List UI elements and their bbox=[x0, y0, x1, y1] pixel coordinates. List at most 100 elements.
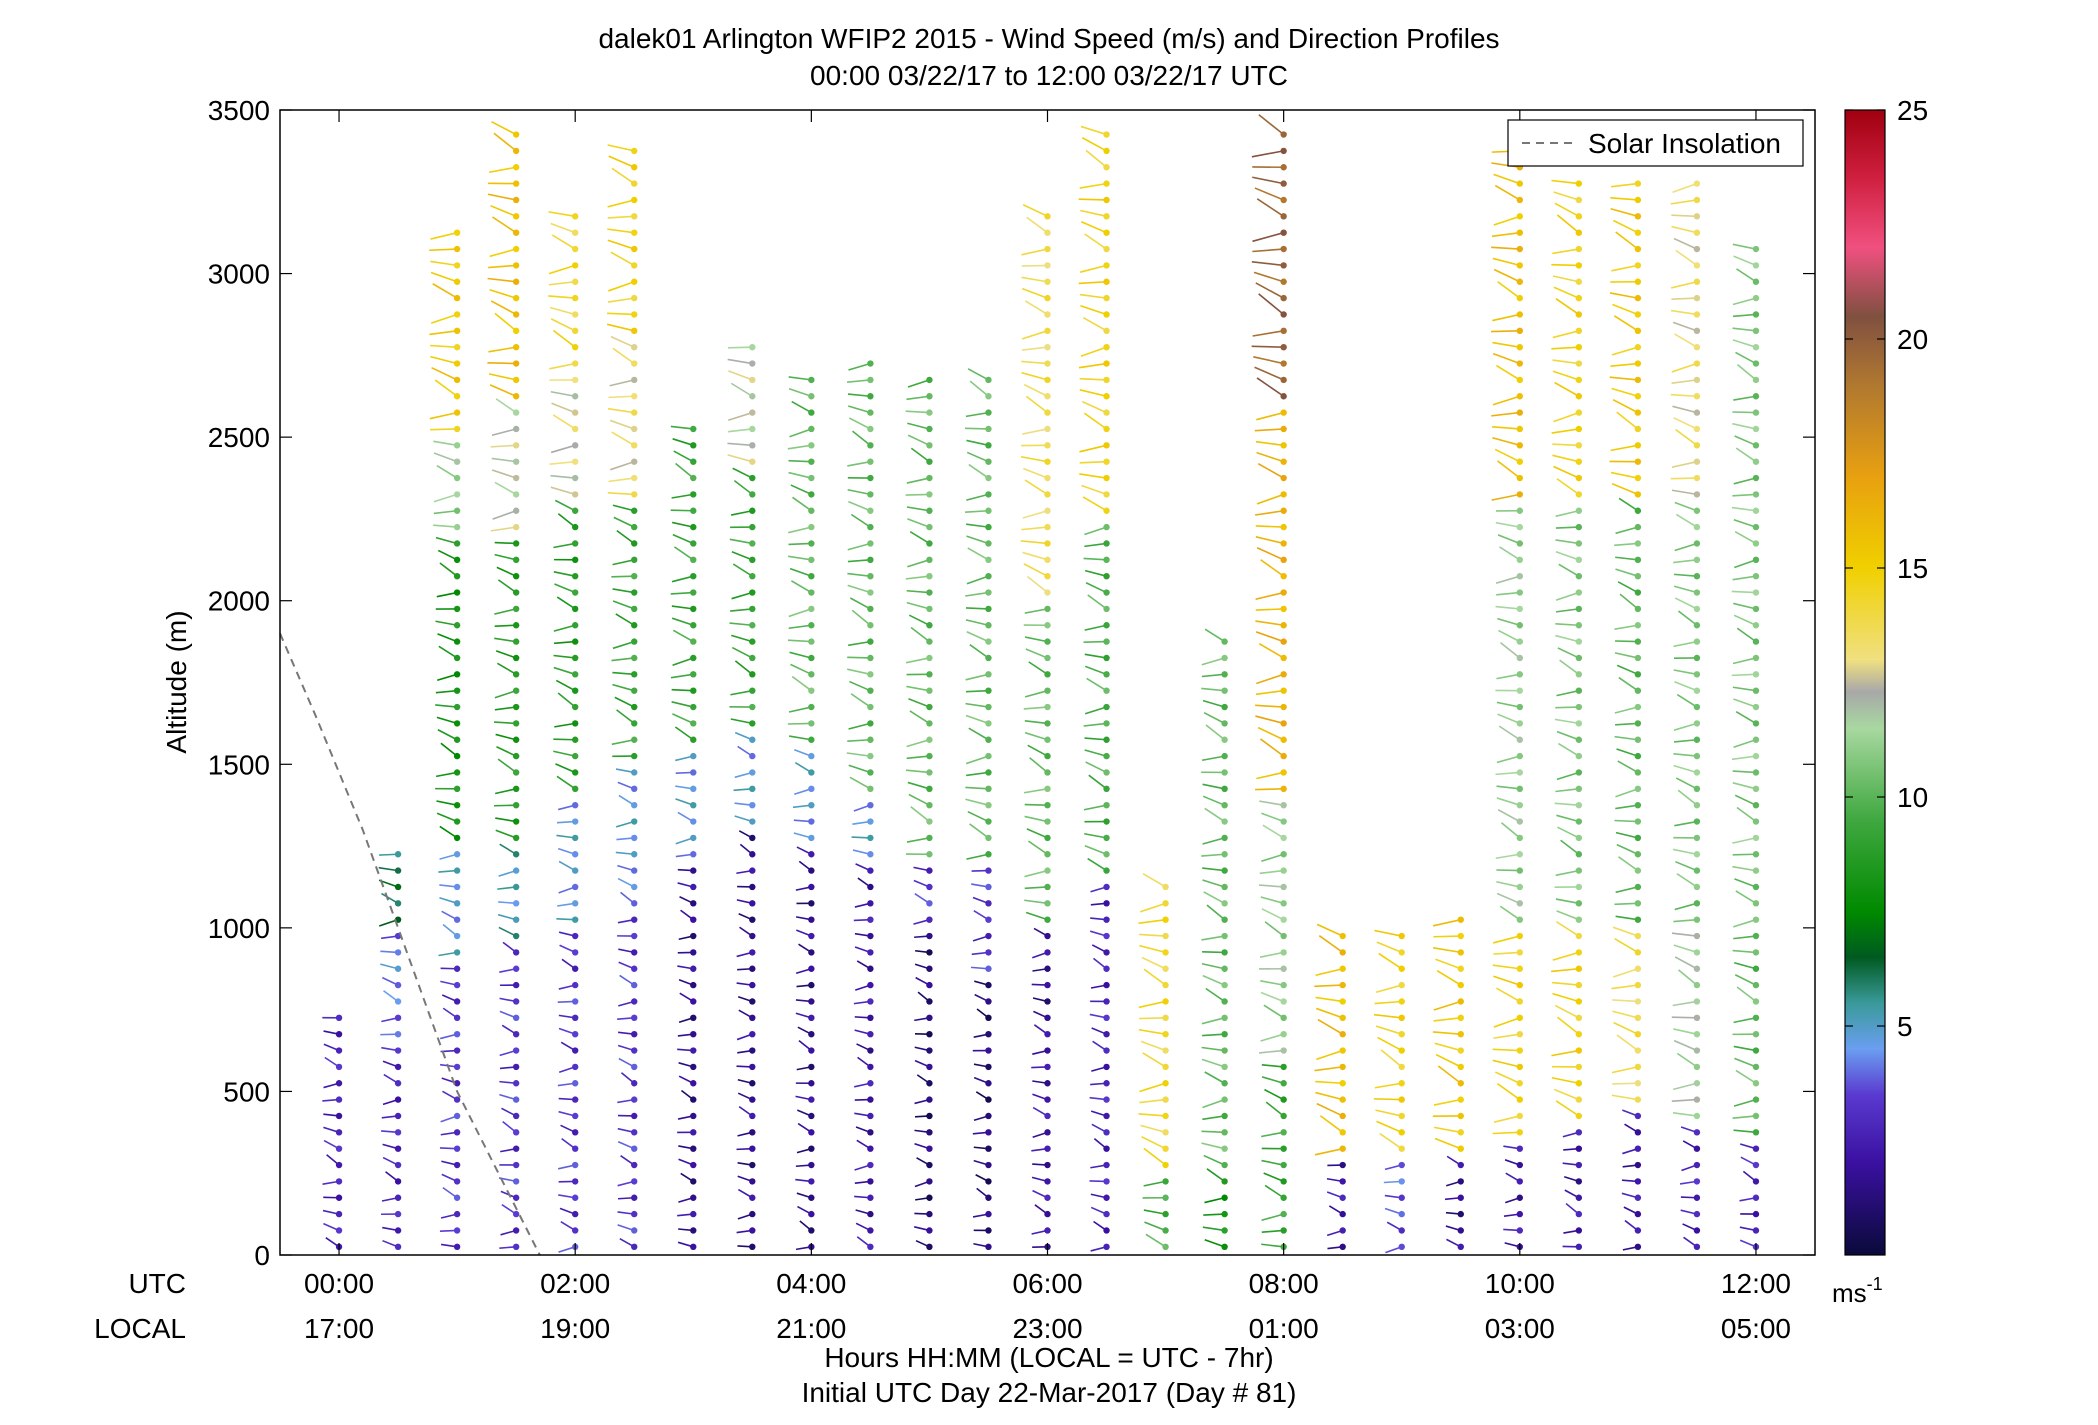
wind-point bbox=[571, 540, 579, 547]
wind-barb bbox=[1143, 1180, 1166, 1187]
wind-barb bbox=[1023, 383, 1048, 397]
wind-point bbox=[749, 458, 756, 465]
wind-point bbox=[453, 589, 461, 596]
wind-barb bbox=[434, 379, 458, 397]
wind-profile bbox=[1609, 180, 1642, 1251]
wind-point bbox=[1398, 998, 1405, 1005]
wind-barb bbox=[1675, 428, 1698, 446]
colorbar-unit-base: ms bbox=[1832, 1278, 1867, 1308]
wind-barb bbox=[1671, 489, 1698, 496]
wind-barb bbox=[610, 335, 635, 348]
wind-point bbox=[867, 1014, 874, 1022]
wind-point bbox=[1634, 932, 1642, 940]
wind-point bbox=[571, 703, 579, 711]
wind-barb bbox=[907, 781, 930, 790]
wind-point bbox=[1575, 1047, 1583, 1054]
wind-point bbox=[1103, 147, 1110, 155]
wind-point bbox=[1693, 605, 1701, 613]
wind-point bbox=[749, 671, 756, 678]
wind-barb bbox=[1492, 1131, 1520, 1135]
wind-point bbox=[1752, 507, 1760, 514]
wind-point bbox=[1457, 1112, 1464, 1120]
wind-barb bbox=[1555, 526, 1579, 529]
wind-point bbox=[512, 1129, 520, 1136]
wind-point bbox=[1221, 965, 1228, 972]
wind-point bbox=[867, 998, 874, 1005]
wind-barb bbox=[1022, 551, 1048, 561]
wind-barb bbox=[1492, 436, 1521, 447]
wind-barb bbox=[1733, 698, 1757, 708]
wind-point bbox=[808, 425, 815, 433]
wind-point bbox=[690, 507, 697, 514]
wind-point bbox=[394, 998, 402, 1005]
wind-point bbox=[1516, 638, 1524, 645]
wind-point bbox=[749, 572, 756, 580]
wind-barb bbox=[1255, 704, 1284, 708]
wind-barb bbox=[553, 666, 576, 676]
wind-point bbox=[394, 1194, 402, 1201]
wind-barb bbox=[672, 629, 694, 643]
wind-point bbox=[1044, 1014, 1051, 1022]
wind-point bbox=[1752, 932, 1760, 940]
wind-point bbox=[1516, 409, 1524, 416]
wind-point bbox=[571, 442, 579, 449]
wind-barb bbox=[1081, 484, 1107, 496]
wind-barb bbox=[1021, 264, 1048, 267]
wind-barb bbox=[1377, 1036, 1403, 1052]
wind-point bbox=[571, 360, 579, 367]
wind-point bbox=[1280, 981, 1287, 989]
wind-point bbox=[1516, 949, 1524, 956]
wind-barb bbox=[848, 500, 871, 512]
wind-point bbox=[512, 752, 520, 760]
wind-barb bbox=[1611, 1066, 1639, 1074]
wind-barb bbox=[1733, 255, 1757, 267]
wind-point bbox=[631, 1210, 638, 1218]
wind-barb bbox=[1676, 873, 1698, 888]
wind-point bbox=[1221, 1161, 1228, 1169]
wind-barb bbox=[1261, 853, 1284, 863]
wind-barb bbox=[1672, 1112, 1698, 1117]
wind-point bbox=[1634, 425, 1642, 433]
wind-barb bbox=[557, 692, 576, 708]
wind-barb bbox=[1492, 935, 1521, 944]
wind-barb bbox=[788, 555, 812, 561]
wind-point bbox=[335, 1112, 343, 1120]
wind-barb bbox=[1436, 969, 1462, 986]
wind-point bbox=[1280, 851, 1287, 858]
wind-point bbox=[631, 1112, 638, 1120]
wind-barb bbox=[1674, 597, 1698, 610]
wind-barb bbox=[1616, 411, 1639, 430]
wind-point bbox=[1575, 703, 1583, 711]
wind-barb bbox=[1079, 264, 1107, 273]
wind-point bbox=[631, 147, 638, 155]
wind-point bbox=[1280, 1080, 1287, 1087]
wind-barb bbox=[1258, 114, 1285, 136]
wind-point bbox=[1044, 736, 1051, 743]
wind-point bbox=[571, 1178, 579, 1185]
wind-point bbox=[867, 965, 874, 972]
colorbar-tick-label: 15 bbox=[1897, 553, 1928, 584]
wind-point bbox=[571, 883, 579, 891]
wind-point bbox=[1044, 540, 1051, 547]
wind-barb bbox=[1078, 198, 1107, 201]
wind-barb bbox=[608, 395, 635, 399]
wind-point bbox=[985, 376, 992, 384]
wind-barb bbox=[1256, 377, 1285, 397]
wind-point bbox=[335, 1178, 343, 1185]
wind-profile bbox=[1491, 147, 1524, 1251]
wind-point bbox=[690, 932, 697, 940]
wind-point bbox=[1516, 343, 1524, 351]
wind-point bbox=[985, 1178, 992, 1185]
wind-barb bbox=[1495, 605, 1520, 610]
wind-point bbox=[808, 949, 815, 956]
wind-point bbox=[749, 523, 756, 531]
wind-barb bbox=[1671, 379, 1698, 385]
wind-point bbox=[571, 1014, 579, 1022]
wind-point bbox=[1103, 523, 1110, 531]
wind-point bbox=[1575, 294, 1583, 302]
wind-barb bbox=[1316, 1102, 1344, 1117]
wind-point bbox=[867, 1047, 874, 1054]
wind-point bbox=[1693, 1014, 1701, 1022]
wind-point bbox=[867, 883, 874, 891]
